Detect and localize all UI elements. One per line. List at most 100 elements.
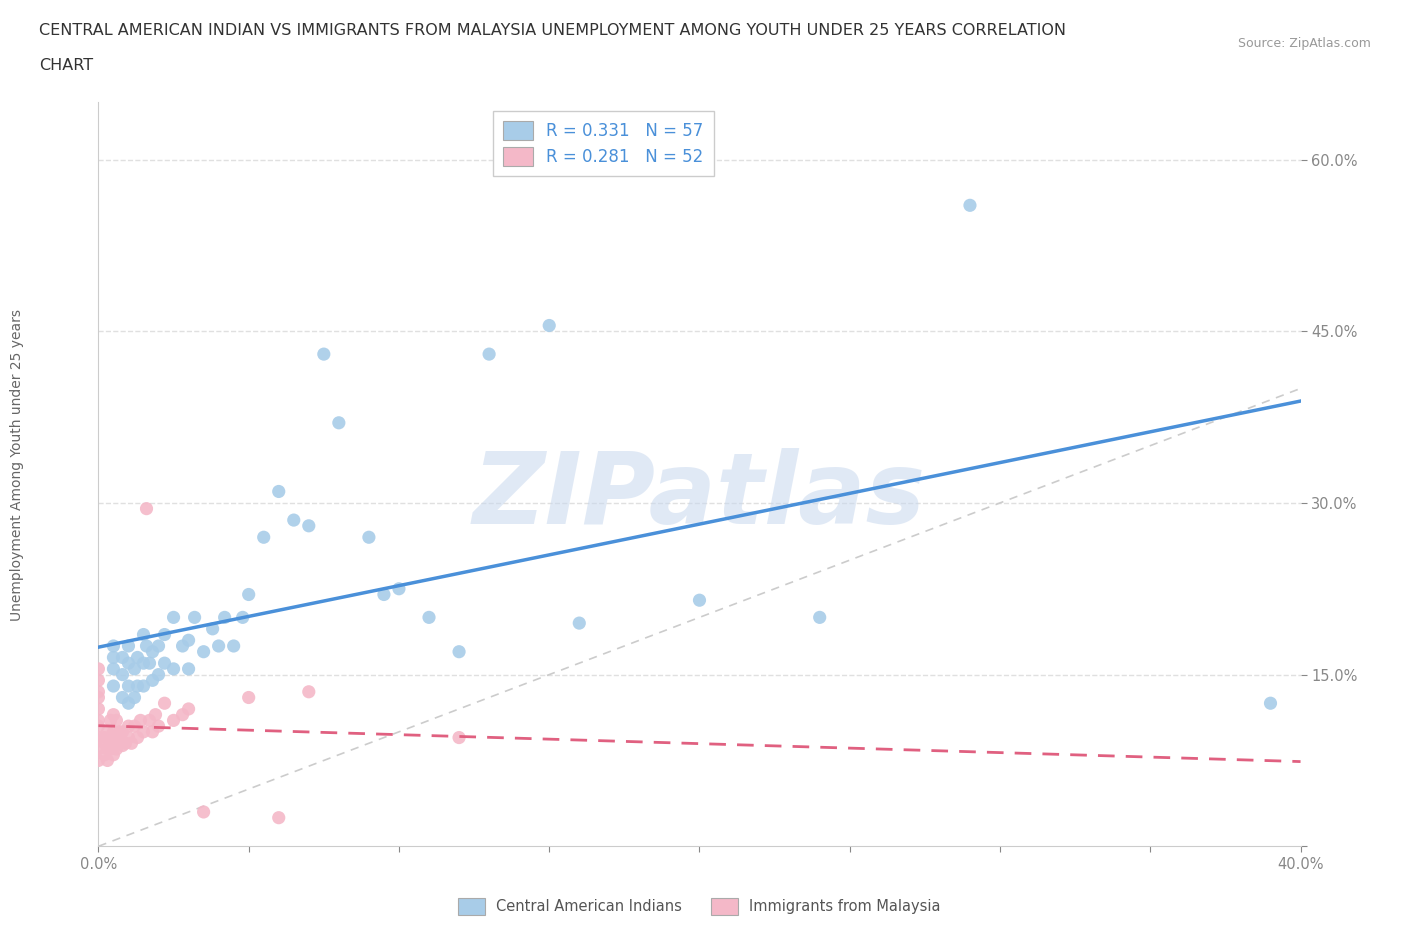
- Point: [108, 736, 131, 751]
- Point: [103, 724, 125, 739]
- Point: [688, 592, 710, 607]
- Point: [87, 673, 110, 688]
- Point: [808, 610, 831, 625]
- Point: [148, 667, 170, 682]
- Point: [162, 713, 184, 728]
- Point: [105, 741, 128, 756]
- Point: [172, 639, 194, 654]
- Point: [117, 730, 139, 745]
- Point: [127, 650, 149, 665]
- Point: [111, 690, 134, 705]
- Point: [129, 713, 152, 728]
- Text: CENTRAL AMERICAN INDIAN VS IMMIGRANTS FROM MALAYSIA UNEMPLOYMENT AMONG YOUTH UND: CENTRAL AMERICAN INDIAN VS IMMIGRANTS FR…: [39, 23, 1066, 38]
- Point: [132, 679, 155, 694]
- Point: [103, 736, 125, 751]
- Point: [132, 656, 155, 671]
- Point: [100, 730, 122, 745]
- Point: [141, 673, 163, 688]
- Point: [100, 741, 122, 756]
- Point: [153, 656, 176, 671]
- Point: [162, 610, 184, 625]
- Point: [172, 707, 194, 722]
- Point: [238, 690, 260, 705]
- Text: Unemployment Among Youth under 25 years: Unemployment Among Youth under 25 years: [10, 309, 24, 621]
- Point: [177, 661, 200, 676]
- Point: [103, 639, 125, 654]
- Point: [103, 707, 125, 722]
- Point: [121, 736, 143, 751]
- Point: [96, 753, 118, 768]
- Point: [357, 530, 380, 545]
- Legend: Central American Indians, Immigrants from Malaysia: Central American Indians, Immigrants fro…: [453, 893, 946, 921]
- Point: [124, 661, 146, 676]
- Point: [478, 347, 501, 362]
- Point: [105, 730, 128, 745]
- Point: [87, 684, 110, 699]
- Point: [153, 696, 176, 711]
- Point: [87, 730, 110, 745]
- Point: [111, 650, 134, 665]
- Point: [148, 639, 170, 654]
- Point: [298, 518, 321, 533]
- Point: [153, 627, 176, 642]
- Point: [96, 741, 118, 756]
- Text: CHART: CHART: [39, 58, 93, 73]
- Point: [87, 690, 110, 705]
- Point: [177, 632, 200, 647]
- Point: [127, 679, 149, 694]
- Point: [103, 661, 125, 676]
- Point: [135, 501, 157, 516]
- Point: [87, 719, 110, 734]
- Point: [96, 724, 118, 739]
- Point: [124, 690, 146, 705]
- Point: [208, 639, 231, 654]
- Point: [87, 701, 110, 716]
- Point: [162, 661, 184, 676]
- Point: [267, 484, 290, 498]
- Point: [201, 621, 224, 636]
- Point: [117, 639, 139, 654]
- Point: [87, 753, 110, 768]
- Point: [138, 713, 160, 728]
- Point: [103, 748, 125, 763]
- Point: [93, 748, 115, 763]
- Point: [183, 610, 205, 625]
- Point: [232, 610, 254, 625]
- Point: [388, 581, 411, 596]
- Point: [135, 639, 157, 654]
- Point: [117, 679, 139, 694]
- Point: [103, 650, 125, 665]
- Point: [145, 707, 167, 722]
- Point: [177, 701, 200, 716]
- Text: ZIPatlas: ZIPatlas: [472, 448, 927, 545]
- Point: [87, 741, 110, 756]
- Point: [87, 661, 110, 676]
- Point: [222, 639, 245, 654]
- Point: [447, 730, 470, 745]
- Point: [127, 730, 149, 745]
- Point: [111, 724, 134, 739]
- Point: [328, 416, 350, 431]
- Point: [193, 644, 215, 659]
- Point: [103, 679, 125, 694]
- Point: [87, 713, 110, 728]
- Point: [132, 627, 155, 642]
- Point: [117, 696, 139, 711]
- Point: [1260, 696, 1282, 711]
- Point: [93, 736, 115, 751]
- Point: [138, 656, 160, 671]
- Point: [568, 616, 591, 631]
- Point: [373, 587, 395, 602]
- Point: [117, 656, 139, 671]
- Point: [238, 587, 260, 602]
- Point: [93, 730, 115, 745]
- Point: [447, 644, 470, 659]
- Point: [111, 738, 134, 753]
- Text: Source: ZipAtlas.com: Source: ZipAtlas.com: [1237, 37, 1371, 50]
- Point: [114, 736, 136, 751]
- Point: [141, 644, 163, 659]
- Point: [538, 318, 561, 333]
- Point: [298, 684, 321, 699]
- Point: [124, 719, 146, 734]
- Point: [111, 667, 134, 682]
